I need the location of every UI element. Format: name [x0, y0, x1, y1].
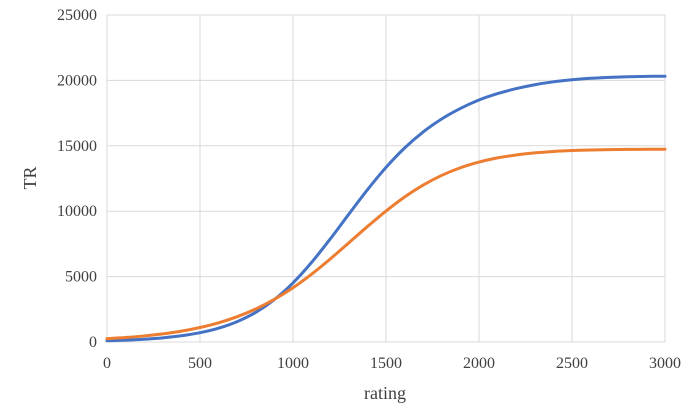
series-line-1 — [105, 74, 667, 343]
x-tick-label: 0 — [103, 355, 111, 372]
y-axis-title: TR — [20, 166, 40, 189]
x-axis-ticks: 0 500 1000 1500 2000 2500 3000 — [103, 355, 681, 372]
x-axis-title: rating — [364, 383, 406, 403]
y-tick-label: 15000 — [57, 138, 97, 155]
x-tick-label: 1000 — [277, 355, 309, 372]
y-tick-label: 10000 — [57, 203, 97, 220]
y-tick-label: 5000 — [65, 269, 97, 286]
y-tick-label: 0 — [89, 334, 97, 351]
series-line-2 — [105, 147, 667, 341]
grid-lines — [106, 14, 666, 343]
x-tick-label: 1500 — [370, 355, 402, 372]
x-tick-label: 2500 — [556, 355, 588, 372]
y-tick-label: 25000 — [57, 7, 97, 24]
x-tick-label: 2000 — [463, 355, 495, 372]
series-lines — [105, 74, 667, 343]
y-axis-ticks: 0 5000 10000 15000 20000 25000 — [57, 7, 97, 351]
x-tick-label: 500 — [188, 355, 212, 372]
x-tick-label: 3000 — [649, 355, 681, 372]
y-tick-label: 20000 — [57, 72, 97, 89]
